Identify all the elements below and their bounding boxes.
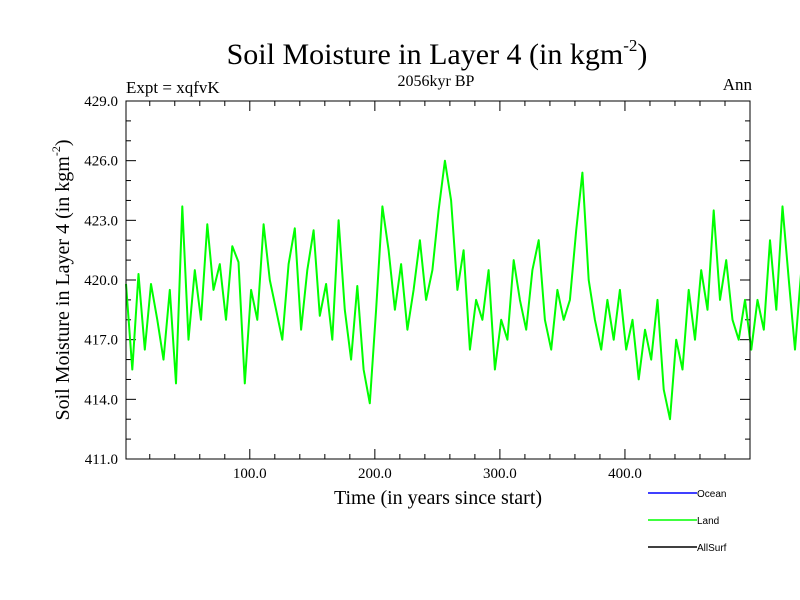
chart-subtitle: 2056kyr BP <box>398 73 475 90</box>
y-tick-label: 429.0 <box>84 94 118 110</box>
y-axis-title-text: Soil Moisture in Layer 4 (in kgm <box>52 156 74 421</box>
y-tick-label: 423.0 <box>84 213 118 229</box>
y-tick-label: 420.0 <box>84 273 118 289</box>
experiment-label: Expt = xqfvK <box>126 78 220 97</box>
y-tick-label: 414.0 <box>84 392 118 408</box>
series-line-land <box>125 159 800 421</box>
chart-title-close: ) <box>637 38 647 71</box>
season-label: Ann <box>723 75 753 94</box>
plot-data <box>125 159 800 421</box>
plot-frame <box>125 100 751 460</box>
legend-label-ocean: Ocean <box>697 489 726 500</box>
axis-ticks: 411.0 414.0 417.0 420.0 423.0 426.0 429.0 100.0… <box>84 94 750 482</box>
x-tick-label: 100.0 <box>233 466 267 482</box>
y-axis-title-close: ) <box>52 139 74 146</box>
x-tick-label: 300.0 <box>483 466 517 482</box>
y-axis-title: Soil Moisture in Layer 4 (in kgm-2) <box>49 139 74 420</box>
legend-label-land: Land <box>697 516 719 527</box>
legend-label-allsurf: AllSurf <box>697 543 727 554</box>
chart-title-text: Soil Moisture in Layer 4 (in kgm <box>227 38 624 71</box>
y-tick-label: 426.0 <box>84 154 118 170</box>
y-tick-label: 417.0 <box>84 333 118 349</box>
chart-title-sup: -2 <box>623 36 637 55</box>
y-tick-label: 411.0 <box>85 452 118 468</box>
y-axis-title-sup: -2 <box>49 146 63 156</box>
x-tick-label: 200.0 <box>358 466 392 482</box>
x-tick-label: 400.0 <box>608 466 642 482</box>
x-axis-title: Time (in years since start) <box>334 487 542 509</box>
chart-title: Soil Moisture in Layer 4 (in kgm-2) <box>227 36 648 71</box>
legend: Ocean Land AllSurf <box>648 489 727 554</box>
